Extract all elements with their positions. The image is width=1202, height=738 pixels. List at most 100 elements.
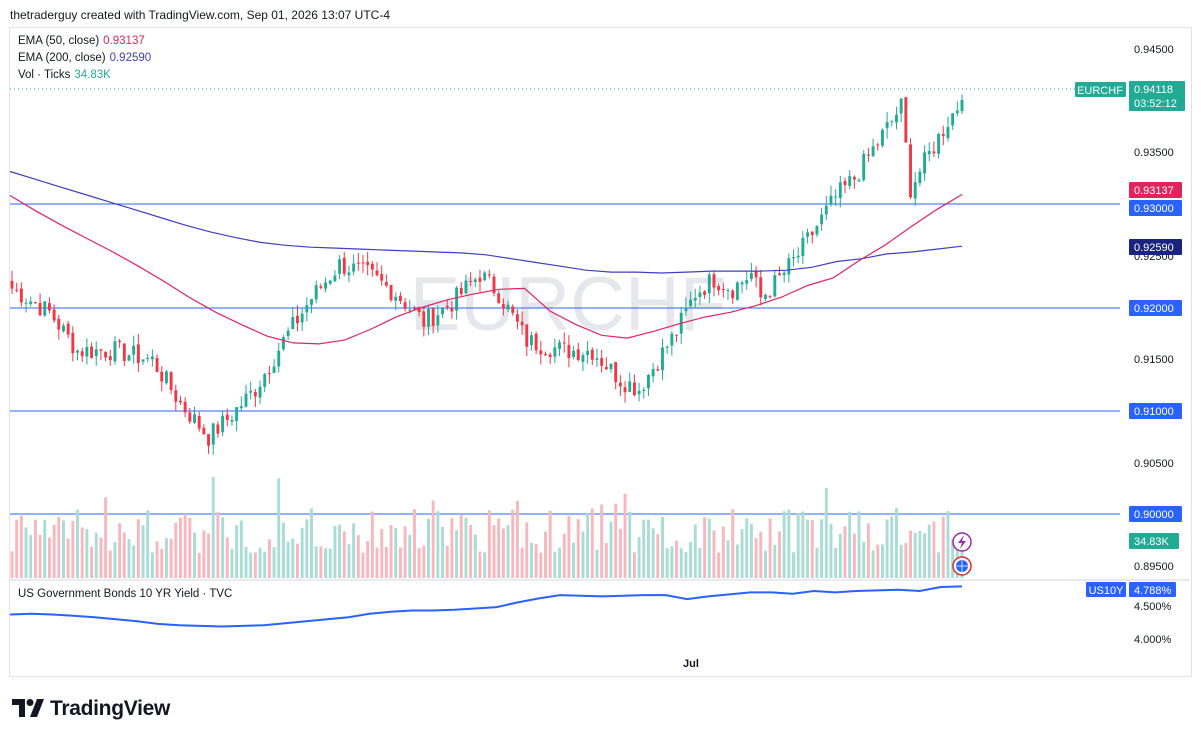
candle-body[interactable]	[146, 357, 150, 359]
candle-body[interactable]	[267, 373, 271, 375]
candle-body[interactable]	[122, 343, 126, 361]
candle-body[interactable]	[164, 371, 168, 384]
candle-body[interactable]	[642, 389, 646, 391]
candle-body[interactable]	[721, 289, 725, 291]
candle-body[interactable]	[815, 226, 819, 235]
candle-body[interactable]	[904, 97, 908, 143]
candle-body[interactable]	[33, 302, 37, 304]
candle-body[interactable]	[539, 350, 543, 355]
candle-body[interactable]	[609, 363, 613, 370]
candle-body[interactable]	[918, 171, 922, 183]
candle-body[interactable]	[731, 290, 735, 299]
candle-body[interactable]	[225, 414, 229, 421]
candle-body[interactable]	[553, 347, 557, 357]
candle-body[interactable]	[47, 303, 51, 311]
candle-body[interactable]	[15, 289, 19, 291]
candle-body[interactable]	[473, 279, 477, 282]
candle-body[interactable]	[632, 382, 636, 396]
candle-body[interactable]	[820, 214, 824, 225]
candle-body[interactable]	[530, 335, 533, 346]
candle-body[interactable]	[80, 351, 84, 357]
candle-body[interactable]	[169, 372, 173, 391]
candle-body[interactable]	[408, 309, 412, 311]
candle-body[interactable]	[511, 306, 515, 313]
candle-body[interactable]	[141, 359, 145, 362]
candle-body[interactable]	[398, 295, 402, 301]
candle-body[interactable]	[361, 262, 365, 264]
candle-body[interactable]	[661, 347, 664, 371]
candle-body[interactable]	[108, 356, 112, 361]
candle-body[interactable]	[501, 304, 505, 309]
candle-body[interactable]	[754, 271, 758, 278]
legend-ema200[interactable]: EMA (200, close) 0.92590	[18, 52, 151, 64]
candle-body[interactable]	[197, 415, 201, 429]
candle-body[interactable]	[300, 313, 304, 323]
candle-body[interactable]	[899, 98, 903, 114]
candle-body[interactable]	[258, 386, 262, 398]
candle-body[interactable]	[436, 315, 440, 326]
footer-brand[interactable]: TradingView	[12, 697, 170, 721]
candle-body[interactable]	[768, 296, 772, 298]
candle-body[interactable]	[483, 272, 487, 281]
candle-body[interactable]	[932, 151, 936, 154]
candle-body[interactable]	[960, 99, 964, 112]
candle-body[interactable]	[562, 342, 566, 344]
candle-body[interactable]	[698, 292, 702, 297]
candle-body[interactable]	[618, 382, 622, 387]
candle-body[interactable]	[951, 113, 955, 126]
candle-body[interactable]	[885, 122, 889, 129]
candle-body[interactable]	[576, 349, 580, 361]
candle-body[interactable]	[778, 273, 781, 276]
candle-body[interactable]	[604, 366, 608, 370]
candle-body[interactable]	[207, 434, 211, 446]
candle-body[interactable]	[497, 293, 501, 304]
candle-body[interactable]	[838, 182, 842, 199]
candle-body[interactable]	[375, 270, 379, 276]
candle-body[interactable]	[403, 302, 407, 309]
candle-body[interactable]	[188, 412, 192, 422]
candle-body[interactable]	[487, 274, 491, 276]
candle-body[interactable]	[370, 263, 374, 270]
candle-body[interactable]	[263, 373, 267, 387]
candle-body[interactable]	[342, 257, 346, 274]
candle-body[interactable]	[567, 344, 571, 359]
candle-body[interactable]	[735, 282, 739, 300]
candle-body[interactable]	[712, 274, 716, 288]
candle-body[interactable]	[810, 231, 814, 236]
candle-body[interactable]	[651, 369, 655, 377]
candle-body[interactable]	[19, 288, 23, 303]
candle-body[interactable]	[866, 154, 870, 156]
candle-body[interactable]	[689, 299, 693, 307]
candle-body[interactable]	[515, 314, 519, 322]
candle-body[interactable]	[62, 325, 65, 332]
candle-body[interactable]	[941, 134, 945, 137]
candle-body[interactable]	[441, 307, 444, 315]
candle-body[interactable]	[890, 120, 894, 122]
candle-body[interactable]	[99, 349, 103, 351]
candle-body[interactable]	[684, 307, 688, 312]
candle-body[interactable]	[801, 237, 805, 256]
candle-body[interactable]	[913, 182, 917, 199]
candle-body[interactable]	[558, 342, 561, 349]
candle-body[interactable]	[85, 346, 89, 357]
candle-body[interactable]	[366, 262, 370, 265]
candle-body[interactable]	[244, 393, 248, 407]
candle-body[interactable]	[534, 333, 538, 351]
legend-volume[interactable]: Vol · Ticks 34.83K	[18, 69, 111, 81]
candle-body[interactable]	[614, 362, 618, 383]
candle-body[interactable]	[380, 273, 384, 281]
candle-body[interactable]	[352, 263, 356, 272]
candle-body[interactable]	[249, 390, 253, 393]
candle-body[interactable]	[221, 415, 225, 433]
candle-body[interactable]	[656, 369, 660, 371]
candle-body[interactable]	[955, 110, 959, 114]
candle-body[interactable]	[946, 127, 950, 138]
candle-body[interactable]	[113, 341, 117, 362]
candle-body[interactable]	[623, 387, 627, 393]
bond-axis[interactable]: 4.500% 4.000%	[1134, 601, 1172, 646]
candle-body[interactable]	[581, 355, 585, 362]
candle-body[interactable]	[675, 334, 678, 336]
candle-body[interactable]	[127, 355, 131, 361]
candle-body[interactable]	[253, 391, 257, 397]
candle-body[interactable]	[806, 232, 810, 237]
